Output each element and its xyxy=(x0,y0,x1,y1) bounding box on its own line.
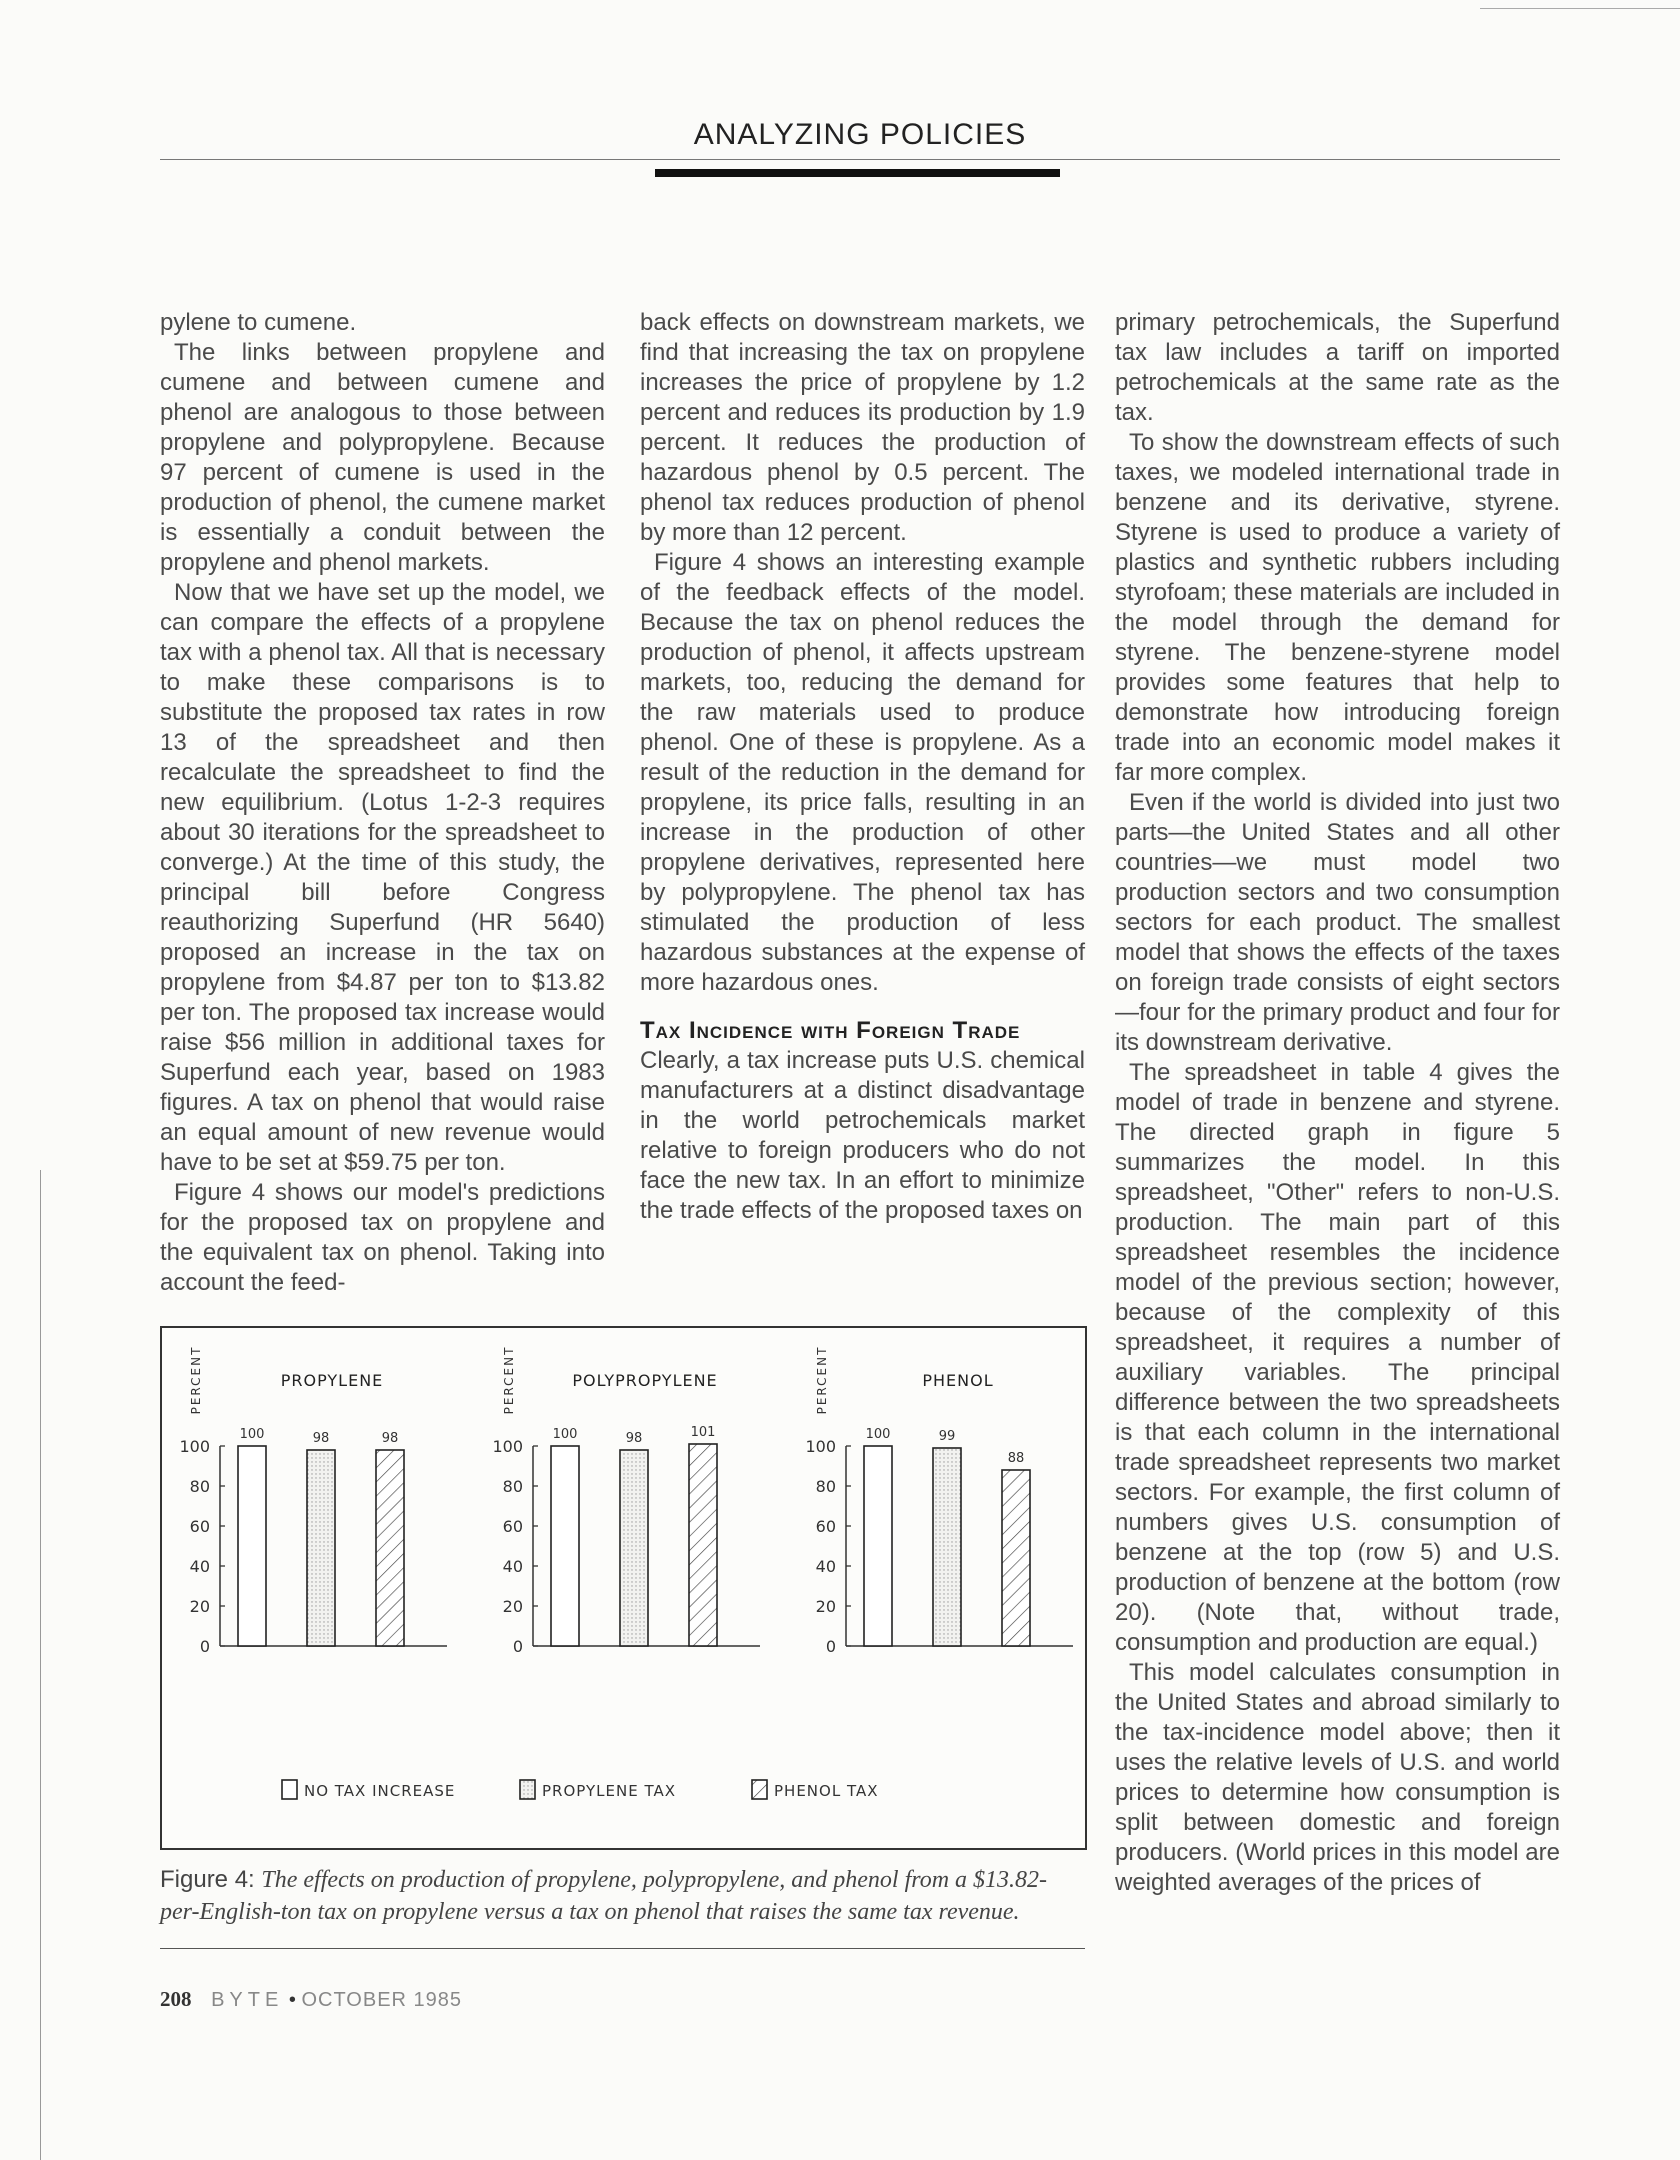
y-tick-label: 40 xyxy=(816,1557,836,1576)
bar-empty xyxy=(550,1445,580,1647)
header-rule xyxy=(160,159,1560,160)
y-tick-label: 20 xyxy=(816,1597,836,1616)
paragraph: Clearly, a tax increase puts U.S. chemic… xyxy=(640,1047,1085,1224)
paragraph: Even if the world is divided into just t… xyxy=(1115,789,1560,1056)
bar-value-label: 98 xyxy=(382,1431,399,1446)
y-tick-label: 0 xyxy=(513,1637,523,1656)
paragraph: back effects on downstream markets, we f… xyxy=(640,309,1085,546)
section-heading: Tax Incidence with Foreign Trade xyxy=(640,1017,1021,1044)
chart-svg: PERCENT PROPYLENE 0 20 40 60 80 100 100 98 98 PERCE… xyxy=(179,1346,1073,1800)
bar-dotted xyxy=(619,1449,649,1647)
y-tick-label: 60 xyxy=(190,1517,210,1536)
figure-4-chart: PERCENT PROPYLENE 0 20 40 60 80 100 100 98 98 PERCE… xyxy=(160,1326,1087,1850)
bar-value-label: 98 xyxy=(313,1431,330,1446)
footer-rule xyxy=(160,1948,1085,1949)
column-1: pylene to cumene. The links between propy… xyxy=(160,308,605,1298)
y-tick-label: 80 xyxy=(816,1477,836,1496)
top-edge-line xyxy=(1480,8,1680,9)
binding-edge-line xyxy=(40,1170,41,2160)
panel-title: PHENOL xyxy=(922,1371,993,1390)
y-tick-label: 80 xyxy=(503,1477,523,1496)
paragraph: primary petrochemicals, the Superfund ta… xyxy=(1115,309,1560,426)
bar-empty xyxy=(863,1445,893,1647)
legend-label: PROPYLENE TAX xyxy=(542,1782,676,1800)
bar-value-label: 98 xyxy=(626,1431,643,1446)
y-tick-label: 100 xyxy=(492,1437,523,1456)
paragraph: Figure 4 shows our model's predictions f… xyxy=(160,1179,605,1296)
y-axis-label: PERCENT xyxy=(189,1346,203,1415)
paragraph: To show the downstream effects of such t… xyxy=(1115,429,1560,786)
paragraph: pylene to cumene. xyxy=(160,309,357,336)
text-columns: pylene to cumene. The links between propy… xyxy=(160,308,1085,1298)
paragraph: This model calculates consumption in the… xyxy=(1115,1659,1560,1896)
legend-swatch-dotted xyxy=(519,1779,536,1800)
bar-dotted xyxy=(932,1447,962,1647)
caption-label: Figure 4: xyxy=(160,1866,255,1893)
legend-label: PHENOL TAX xyxy=(774,1782,879,1800)
y-tick-label: 0 xyxy=(826,1637,836,1656)
legend-label: NO TAX INCREASE xyxy=(304,1782,455,1800)
y-tick-label: 20 xyxy=(190,1597,210,1616)
bar-hatched xyxy=(1001,1469,1031,1647)
bar-dotted xyxy=(306,1449,336,1647)
bar-hatched xyxy=(375,1449,405,1647)
legend-swatch-hatched xyxy=(751,1779,768,1800)
bar-value-label: 99 xyxy=(939,1429,956,1444)
y-tick-label: 20 xyxy=(503,1597,523,1616)
y-tick-label: 40 xyxy=(503,1557,523,1576)
bar-hatched xyxy=(688,1443,718,1647)
bar-empty xyxy=(237,1445,267,1647)
page-footer: 208 BYTE • OCTOBER 1985 xyxy=(160,1987,1085,2012)
issue-date: OCTOBER 1985 xyxy=(301,1989,463,2011)
paragraph: Now that we have set up the model, we ca… xyxy=(160,579,605,1176)
bar-value-label: 100 xyxy=(866,1427,891,1442)
column-2: back effects on downstream markets, we f… xyxy=(640,308,1085,1226)
caption-text: The effects on production of propylene, … xyxy=(160,1867,1048,1925)
legend-swatch-empty xyxy=(281,1779,298,1800)
bar-value-label: 101 xyxy=(691,1425,716,1440)
running-header: ANALYZING POLICIES xyxy=(693,118,1027,151)
paragraph: The spreadsheet in table 4 gives the mod… xyxy=(1115,1059,1560,1656)
header-bar xyxy=(655,169,1060,177)
page-number: 208 xyxy=(160,1987,192,2011)
magazine-name: BYTE xyxy=(211,1989,284,2011)
y-tick-label: 100 xyxy=(805,1437,836,1456)
figure-caption: Figure 4: The effects on production of p… xyxy=(160,1864,1060,1928)
y-axis-label: PERCENT xyxy=(502,1346,516,1415)
paragraph: Figure 4 shows an interesting example of… xyxy=(640,549,1085,996)
paragraph: The links between propylene and cumene a… xyxy=(160,339,605,576)
left-content-block: pylene to cumene. The links between propy… xyxy=(160,308,1087,2012)
bar-value-label: 88 xyxy=(1008,1451,1025,1466)
panel-title: POLYPROPYLENE xyxy=(572,1371,717,1390)
footer-separator: • xyxy=(288,1989,296,2011)
bar-value-label: 100 xyxy=(240,1427,265,1442)
y-tick-label: 40 xyxy=(190,1557,210,1576)
y-axis-label: PERCENT xyxy=(815,1346,829,1415)
y-tick-label: 80 xyxy=(190,1477,210,1496)
y-tick-label: 60 xyxy=(503,1517,523,1536)
y-tick-label: 100 xyxy=(179,1437,210,1456)
y-tick-label: 0 xyxy=(200,1637,210,1656)
panel-title: PROPYLENE xyxy=(281,1371,384,1390)
column-3: primary petrochemicals, the Superfund ta… xyxy=(1115,308,1560,1898)
bar-value-label: 100 xyxy=(553,1427,578,1442)
y-tick-label: 60 xyxy=(816,1517,836,1536)
